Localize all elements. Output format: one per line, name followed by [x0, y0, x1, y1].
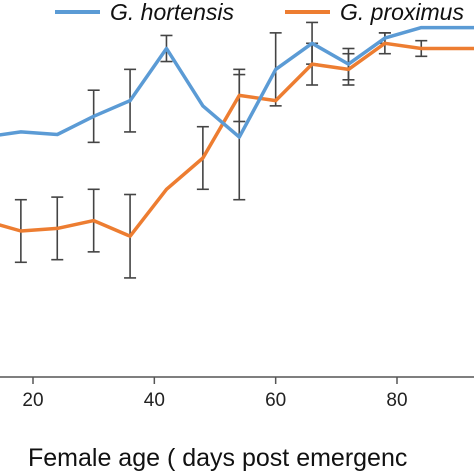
x-ticks: 20 40 60 80: [22, 377, 408, 411]
x-tick-label-60: 60: [265, 390, 286, 411]
series-line-g-proximus: [0, 41, 474, 238]
series-line-g-hortensis: [0, 25, 474, 139]
x-tick-label-40: 40: [144, 390, 165, 411]
x-axis-label: Female age ( days post emergenc: [28, 444, 407, 472]
x-tick-label-20: 20: [22, 390, 43, 411]
error-bars: [14, 21, 428, 279]
legend: G. hortensis G. proximus: [55, 0, 464, 25]
series-lines: [0, 25, 474, 238]
legend-label-g-hortensis: G. hortensis: [110, 0, 234, 25]
x-tick-label-80: 80: [386, 390, 407, 411]
legend-label-g-proximus: G. proximus: [340, 0, 464, 25]
